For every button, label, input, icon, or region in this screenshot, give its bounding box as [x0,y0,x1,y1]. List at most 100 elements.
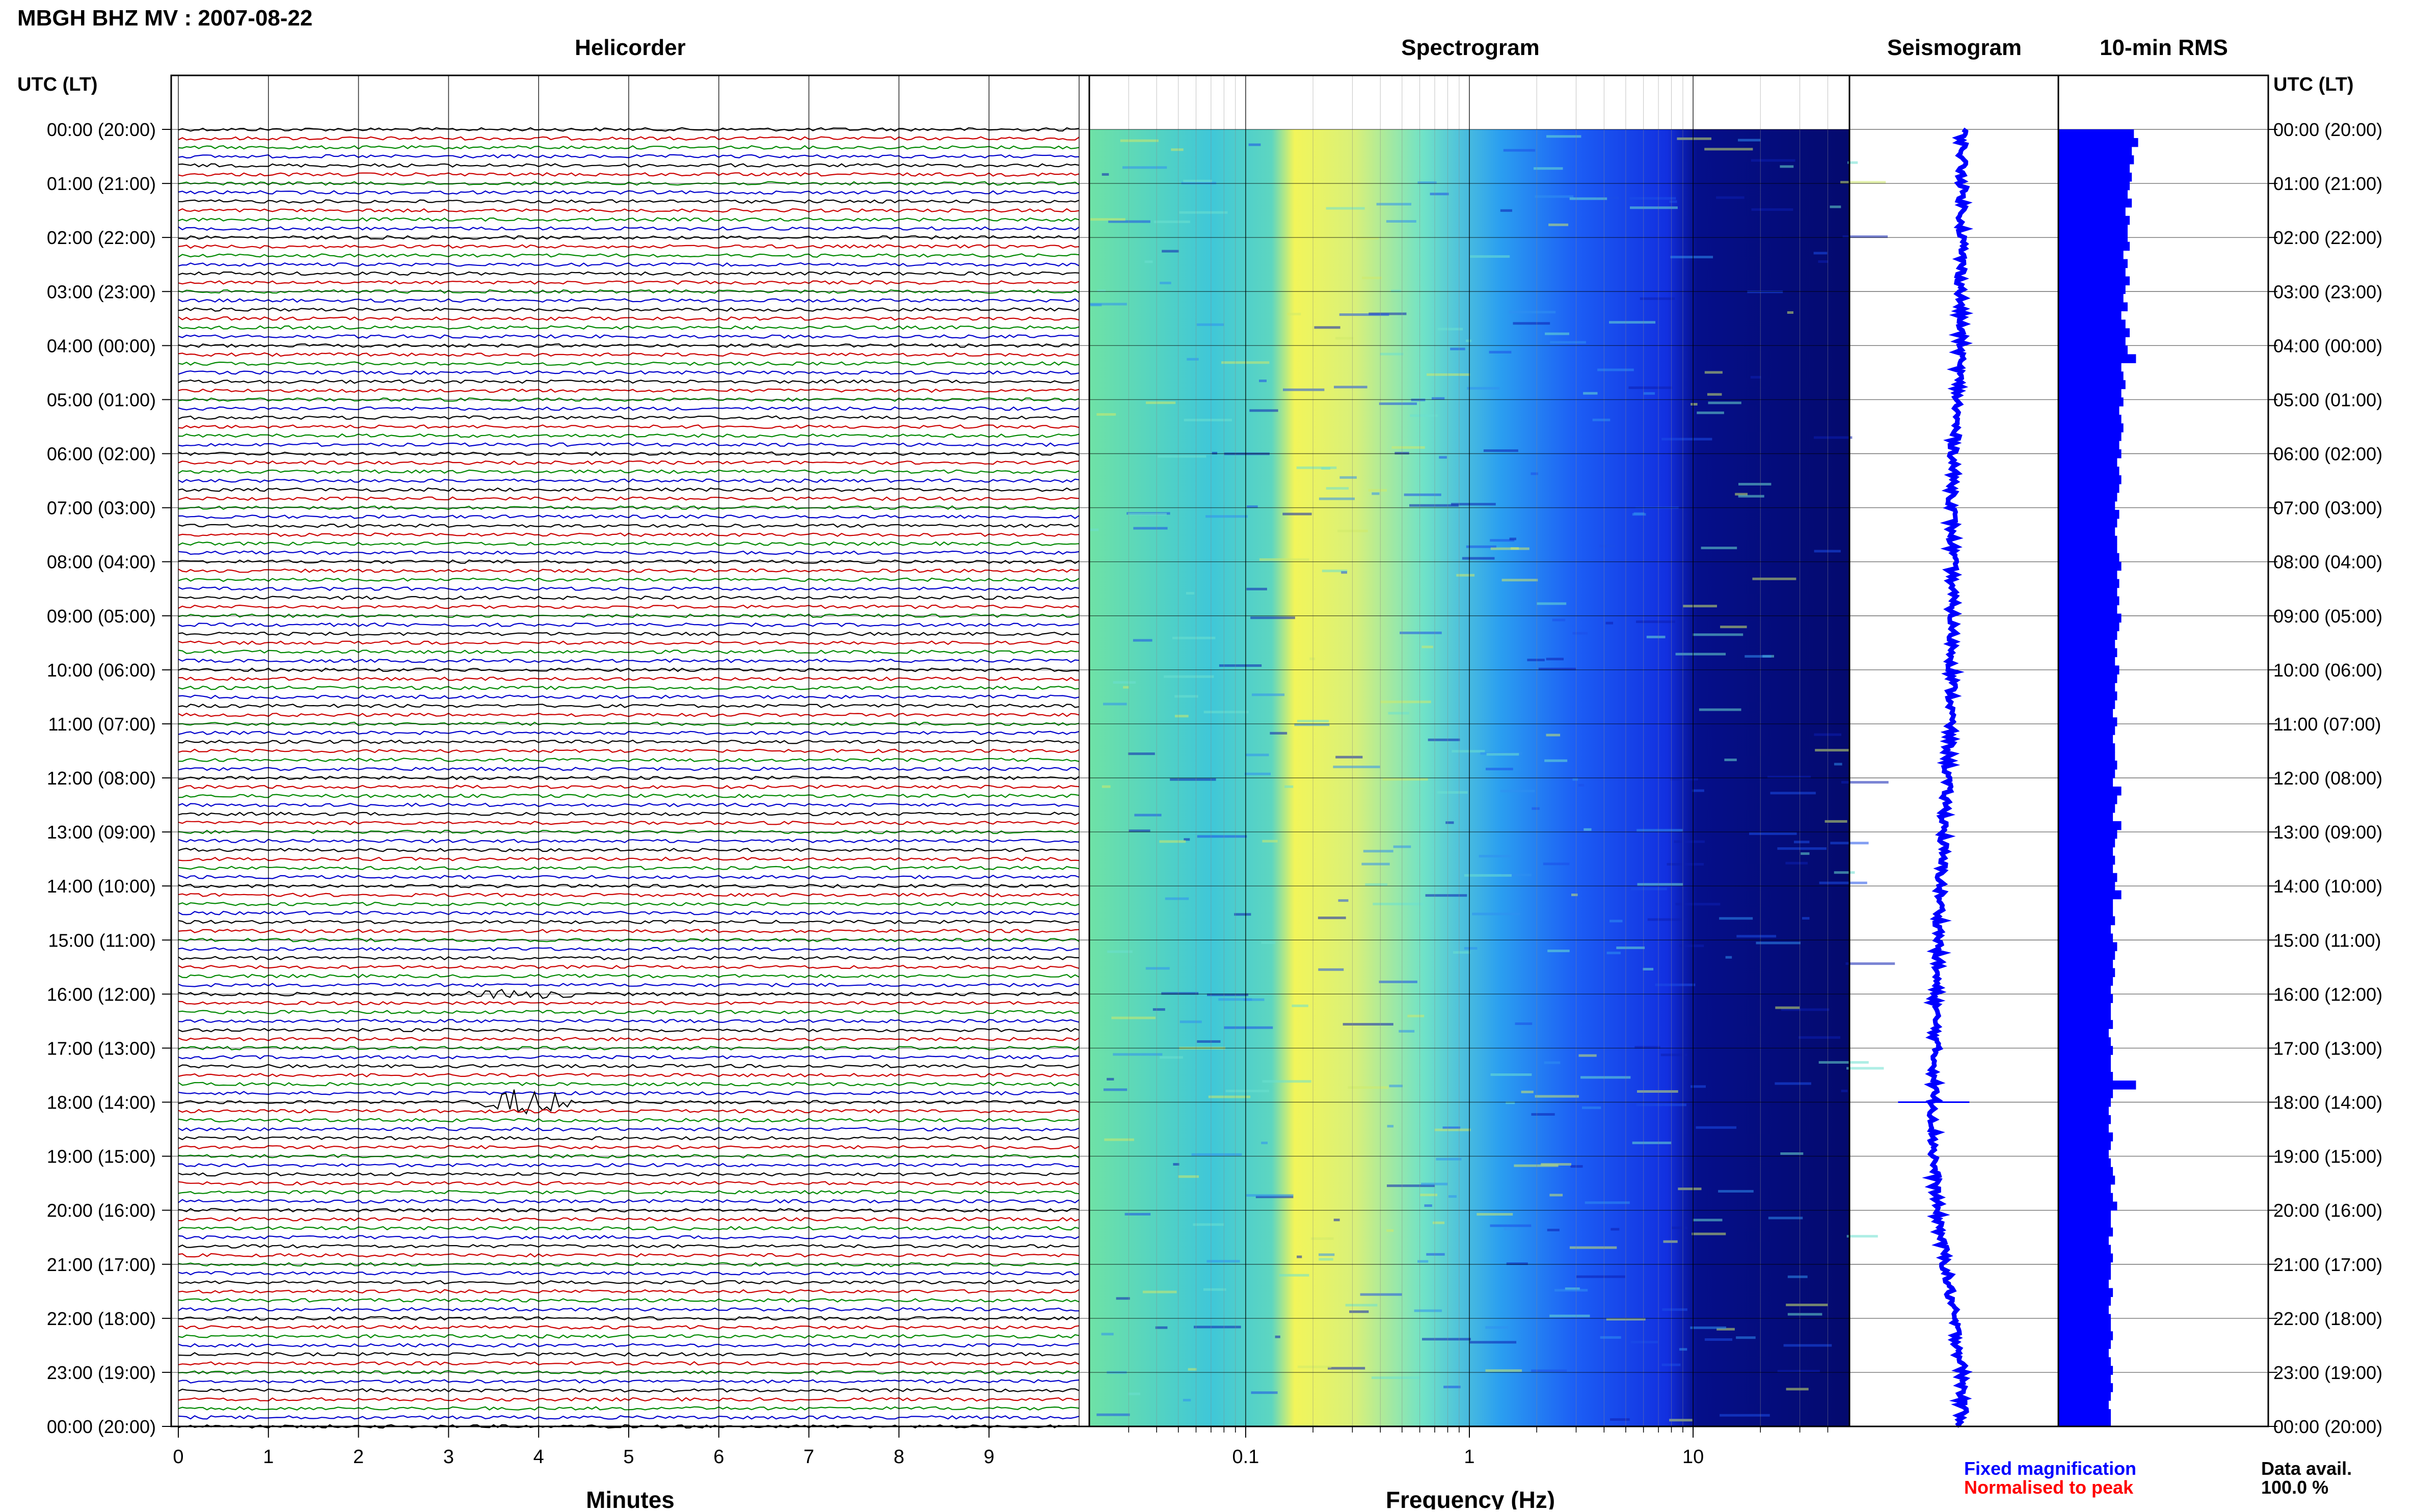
time-label-right: 10:00 (06:00) [2273,660,2382,681]
spectrogram-streak [1640,297,1675,300]
spectrogram-streak [1421,645,1433,649]
spectrogram-streak [1318,916,1346,920]
spectrogram-streak [1775,1082,1811,1085]
spectrogram-streak [1670,778,1698,780]
rms-bar [2058,821,2122,830]
spectrogram-streak [1443,1386,1461,1389]
spectrogram-streak [1537,602,1567,605]
time-label-right: 01:00 (21:00) [2273,173,2382,194]
spectrogram-streak [1191,1153,1242,1156]
spectrogram-streak [1630,1340,1658,1343]
rms-bar [2058,994,2113,1003]
rms-bar [2058,735,2113,744]
time-label-left: 01:00 (21:00) [47,173,156,194]
rms-bar [2058,241,2130,251]
spectrogram-streak [1107,1077,1114,1081]
time-label-right: 23:00 (19:00) [2273,1362,2382,1383]
time-label-right: 09:00 (05:00) [2273,606,2382,627]
rms-bar [2058,933,2113,943]
spectrogram-streak [1547,950,1570,953]
time-label-right: 00:00 (20:00) [2273,1416,2382,1437]
utc-header-left: UTC (LT) [17,74,98,95]
time-label-left: 00:00 (20:00) [47,1416,156,1437]
spectrogram-streak [1469,1341,1517,1344]
spectrogram-streak [1386,220,1416,223]
spectrogram-streak [1101,1333,1114,1336]
spectrogram-streak [1786,1388,1809,1391]
time-label-left: 22:00 (18:00) [47,1308,156,1329]
spectrogram-streak [1184,419,1232,421]
spectrogram-streak [1548,223,1569,226]
rms-bar [2058,1236,2109,1246]
spectrogram-streak [1500,209,1512,212]
rms-bar [2058,864,2113,874]
frequency-tick-label: 0.1 [1232,1446,1259,1468]
spectrogram-streak [1768,1217,1803,1220]
spectrogram-streak [1123,686,1129,689]
spectrogram-streak [1373,903,1424,905]
rms-bar [2058,1063,2111,1072]
spectrogram-streak [1691,1085,1706,1088]
spectrogram-streak [1318,968,1344,971]
spectrogram-streak [1736,1336,1756,1339]
spectrogram-streak [1361,862,1390,866]
rms-bar [2058,293,2124,303]
spectrogram-streak [1535,1095,1579,1098]
spectrogram-streak [1571,894,1578,897]
spectrogram-streak [1578,1054,1597,1057]
spectrogram-streak [1546,734,1561,737]
helicorder-frame [170,74,1090,1427]
rms-bar [2058,985,2111,994]
rms-bar [2058,683,2115,692]
rms-bar [2058,631,2117,640]
time-label-left: 14:00 (10:00) [47,876,156,897]
spectrogram-streak [1669,200,1677,203]
x-axis-ticks: 0 1 2 3 4 5 6 7 8 9 0.1 1 10 [173,1426,1829,1468]
spectrogram-streak [1113,1053,1163,1056]
spectrogram-streak [1704,148,1753,151]
spectrogram-streak [1679,1348,1687,1351]
time-label-right: 03:00 (23:00) [2273,281,2382,302]
rms-bar [2058,190,2128,199]
rms-bar [2058,1383,2113,1392]
spectrogram-streak [1527,659,1545,661]
spectrogram-streak [1750,376,1761,379]
rms-bar [2058,1003,2111,1012]
spectrogram-streak [1834,763,1842,766]
spectrogram-streak [1708,401,1741,404]
rms-bar [2058,1210,2111,1220]
rms-bar [2058,778,2113,787]
time-label-left: 08:00 (04:00) [47,552,156,573]
spectrogram-streak [1846,1067,1884,1070]
spectrogram-streak [1692,789,1704,792]
time-label-left: 10:00 (06:00) [47,660,156,681]
spectrogram-streak [1391,446,1425,449]
rms-bar [2058,172,2132,182]
spectrogram-streak [1802,917,1810,920]
spectrogram-streak [1203,1288,1226,1291]
spectrogram-streak [1284,785,1294,788]
rms-bar [2058,899,2113,908]
time-label-right: 12:00 (08:00) [2273,768,2382,789]
rms-bar [2058,570,2117,580]
time-label-left: 20:00 (16:00) [47,1200,156,1221]
spectrogram-streak [1356,237,1379,240]
spectrogram-streak [1225,1090,1269,1093]
spectrogram-streak [1183,1398,1191,1401]
rms-bar [2058,1167,2113,1176]
spectrogram-streak [1818,260,1829,263]
spectrogram-streak [1670,256,1713,259]
spectrogram-streak [1328,1367,1365,1370]
rms-bar [2058,129,2134,139]
spectrogram-streak [1787,1313,1822,1316]
spectrogram-streak [1113,681,1136,684]
spectrogram-streak [1345,1304,1378,1307]
rms-bar [2058,968,2115,977]
spectrogram-streak [1414,1309,1442,1312]
spectrogram-streak [1262,840,1278,843]
rms-bar [2058,1106,2109,1116]
spectrogram-streak [1417,1260,1429,1263]
time-label-left: 17:00 (13:00) [47,1038,156,1059]
rms-bar [2058,726,2115,735]
